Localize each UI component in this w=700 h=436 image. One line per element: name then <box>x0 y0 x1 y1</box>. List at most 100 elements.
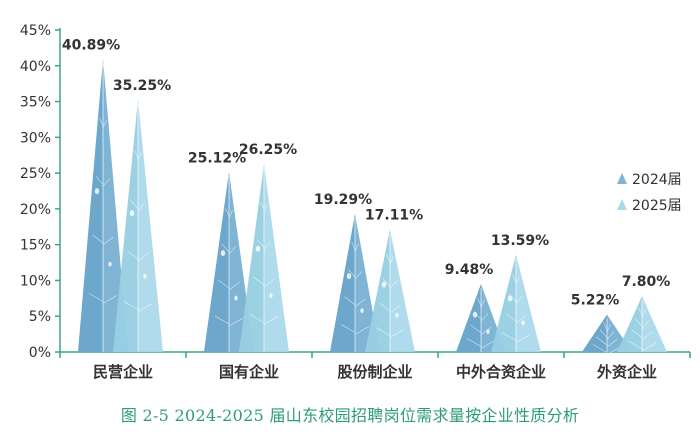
tree-branch-line <box>515 314 527 324</box>
tree-branch-line <box>515 295 524 304</box>
y-tick-label: 0% <box>29 345 51 361</box>
tree-branch-line <box>505 312 517 322</box>
tree-branch-line <box>515 334 531 343</box>
tree-branch-line <box>102 178 111 187</box>
tree-branch-line <box>214 315 230 325</box>
snow-dot <box>381 281 387 288</box>
tree-branch-line <box>603 321 608 331</box>
x-tick-label: 国有企业 <box>219 363 279 381</box>
tree-branch-line <box>596 336 608 346</box>
snow-dot <box>507 295 513 302</box>
x-tick-label: 股份制企业 <box>337 363 412 381</box>
triangle-bar-shade <box>239 164 264 352</box>
data-label: 35.25% <box>113 78 171 94</box>
tree-branch-line <box>382 278 391 287</box>
tree-branch-line <box>627 340 643 350</box>
tree-branch-line <box>92 234 104 244</box>
bar-2025届-3 <box>365 229 415 352</box>
tree-branch-line <box>263 203 268 212</box>
tree-branch-line <box>344 296 356 306</box>
tree-branch-line <box>606 331 615 340</box>
bar-2024届-1 <box>78 59 128 352</box>
tree-branch-line <box>228 317 244 327</box>
tree-branch-line <box>354 298 366 308</box>
legend-item-1: 2024届 <box>617 172 682 188</box>
tree-branch-line <box>606 338 618 348</box>
tree-branch-line <box>480 326 492 336</box>
tree-branch-line <box>354 243 359 252</box>
tree-branch-line <box>123 301 139 310</box>
triangle-bar-shade <box>365 229 390 352</box>
bar-2025届-5 <box>617 296 667 352</box>
x-tick-label: 外资企业 <box>596 363 657 381</box>
tree-branch-line <box>375 327 391 336</box>
data-label: 13.59% <box>491 233 549 249</box>
legend-label: 2025届 <box>632 198 682 214</box>
tree-branch-line <box>137 303 153 312</box>
data-label: 25.12% <box>188 150 246 166</box>
legend-label: 2024届 <box>632 172 682 188</box>
tree-branch-line <box>606 346 622 355</box>
tree-branch-line <box>480 299 485 308</box>
tree-branch-line <box>88 293 104 302</box>
y-tick-label: 5% <box>29 309 51 325</box>
tree-branch-line <box>249 314 265 323</box>
tree-branch-line <box>134 150 139 159</box>
tree-branch-line <box>389 304 401 314</box>
data-label: 26.25% <box>239 142 297 158</box>
tree-branch-line <box>470 324 482 334</box>
tree-branch-line <box>228 281 240 291</box>
y-tick-label: 45% <box>20 23 51 39</box>
tree-branch-line <box>263 241 272 250</box>
tree-branch-line <box>480 313 489 322</box>
legend-marker <box>617 173 627 184</box>
triangle-bar-shade <box>582 314 607 352</box>
tree-branch-line <box>263 316 279 325</box>
tree-branch-line <box>260 201 265 210</box>
snow-dot <box>108 261 112 267</box>
tree-branch-line <box>466 338 482 347</box>
triangle-bar-shade <box>78 59 103 352</box>
tree-branch-line <box>99 117 104 127</box>
tree-branch-line <box>641 331 653 340</box>
bar-2025届-2 <box>239 164 289 352</box>
triangle-bar-shade <box>491 254 516 352</box>
tree-branch-line <box>95 176 104 185</box>
snow-dot <box>521 320 525 326</box>
tree-branch-line <box>480 340 496 349</box>
legend-item-2: 2025届 <box>617 198 682 214</box>
bar-2024届-4 <box>456 284 506 352</box>
tree-branch-line <box>102 295 118 304</box>
tree-branch-line <box>641 320 650 329</box>
tree-branch-line <box>340 324 356 333</box>
tree-branch-line <box>228 245 237 255</box>
y-tick-label: 20% <box>20 202 51 218</box>
tree-branch-line <box>102 119 107 129</box>
y-tick-label: 25% <box>20 166 51 182</box>
tree-branch-line <box>389 255 394 265</box>
tree-branch-line <box>225 208 230 217</box>
x-tick-label: 民营企业 <box>93 363 153 381</box>
data-label: 19.29% <box>314 192 372 208</box>
tree-branch-line <box>515 276 520 285</box>
tree-branch-line <box>256 239 265 248</box>
tree-branch-line <box>508 293 517 302</box>
tree-branch-line <box>102 236 114 246</box>
bar-2025届-4 <box>491 254 541 352</box>
tree-branch-line <box>137 202 146 211</box>
snow-dot <box>234 295 238 301</box>
tree-branch-line <box>379 302 391 312</box>
data-label: 9.48% <box>445 262 494 278</box>
snow-dot <box>94 188 100 195</box>
snow-dot <box>255 245 261 252</box>
tree-branch-line <box>389 329 405 338</box>
chart: 0% 5% 10% 15% 20% 25% 30% 35% 40% 45% 40.89% 25.12%… <box>20 23 691 381</box>
snow-dot <box>143 273 147 279</box>
tree-branch-line <box>137 152 142 161</box>
y-tick-label: 30% <box>20 130 51 146</box>
snow-dot <box>269 293 273 299</box>
data-label: 40.89% <box>62 37 120 53</box>
tree-branch-line <box>137 252 149 262</box>
y-tick-label: 35% <box>20 95 51 111</box>
triangle-bar-shade <box>617 296 642 352</box>
